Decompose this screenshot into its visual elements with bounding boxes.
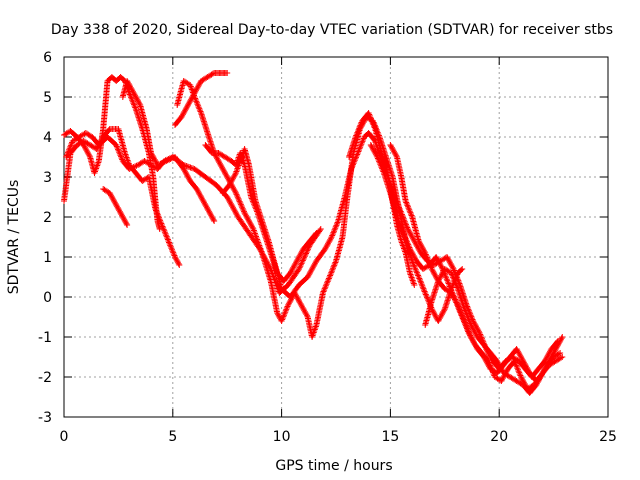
x-tick-label: 20 xyxy=(490,429,508,445)
series-track-2 xyxy=(61,74,163,232)
y-tick-label: -3 xyxy=(38,410,52,426)
data-marker-path xyxy=(174,78,466,340)
series-track-1 xyxy=(61,126,183,268)
y-tick-labels: -3 -2 -1 0 1 2 3 4 5 6 xyxy=(38,50,52,426)
data-marker-path xyxy=(100,186,131,228)
y-tick-label: 3 xyxy=(43,170,52,186)
data-marker-path xyxy=(346,110,561,380)
y-tick-label: 1 xyxy=(43,250,52,266)
x-tick-label: 10 xyxy=(273,429,291,445)
x-axis-label: GPS time / hours xyxy=(275,458,392,474)
y-axis-label: SDTVAR / TECUs xyxy=(6,180,22,295)
y-tick-label: 0 xyxy=(43,290,52,306)
y-tick-label: 5 xyxy=(43,90,52,106)
x-tick-labels: 0 5 10 15 20 25 xyxy=(60,429,617,445)
plot-frame xyxy=(63,56,609,418)
series-track-6 xyxy=(174,78,466,340)
x-tick-label: 0 xyxy=(60,429,69,445)
series-track-7 xyxy=(172,70,231,128)
data-marker-path xyxy=(422,266,566,396)
series-track-4 xyxy=(100,186,131,228)
x-tick-label: 5 xyxy=(168,429,177,445)
data-marker-path xyxy=(367,142,564,392)
grid-lines xyxy=(64,57,608,417)
x-tick-label: 25 xyxy=(599,429,617,445)
y-tick-label: 2 xyxy=(43,210,52,226)
data-marker-path xyxy=(119,78,218,224)
series-track-11 xyxy=(367,142,564,392)
data-markers xyxy=(61,70,566,396)
chart-title: Day 338 of 2020, Sidereal Day-to-day VTE… xyxy=(51,22,613,38)
data-marker-path xyxy=(172,70,231,128)
y-tick-label: 4 xyxy=(43,130,52,146)
series-track-5 xyxy=(119,78,218,224)
series-track-10 xyxy=(346,110,561,380)
x-tick-label: 15 xyxy=(381,429,399,445)
data-marker-path xyxy=(61,74,163,232)
axis-ticks xyxy=(63,56,609,418)
y-tick-label: -1 xyxy=(38,330,52,346)
y-tick-label: 6 xyxy=(43,50,52,66)
y-tick-label: -2 xyxy=(38,370,52,386)
data-marker-path xyxy=(61,126,183,268)
series-track-13 xyxy=(422,266,566,396)
